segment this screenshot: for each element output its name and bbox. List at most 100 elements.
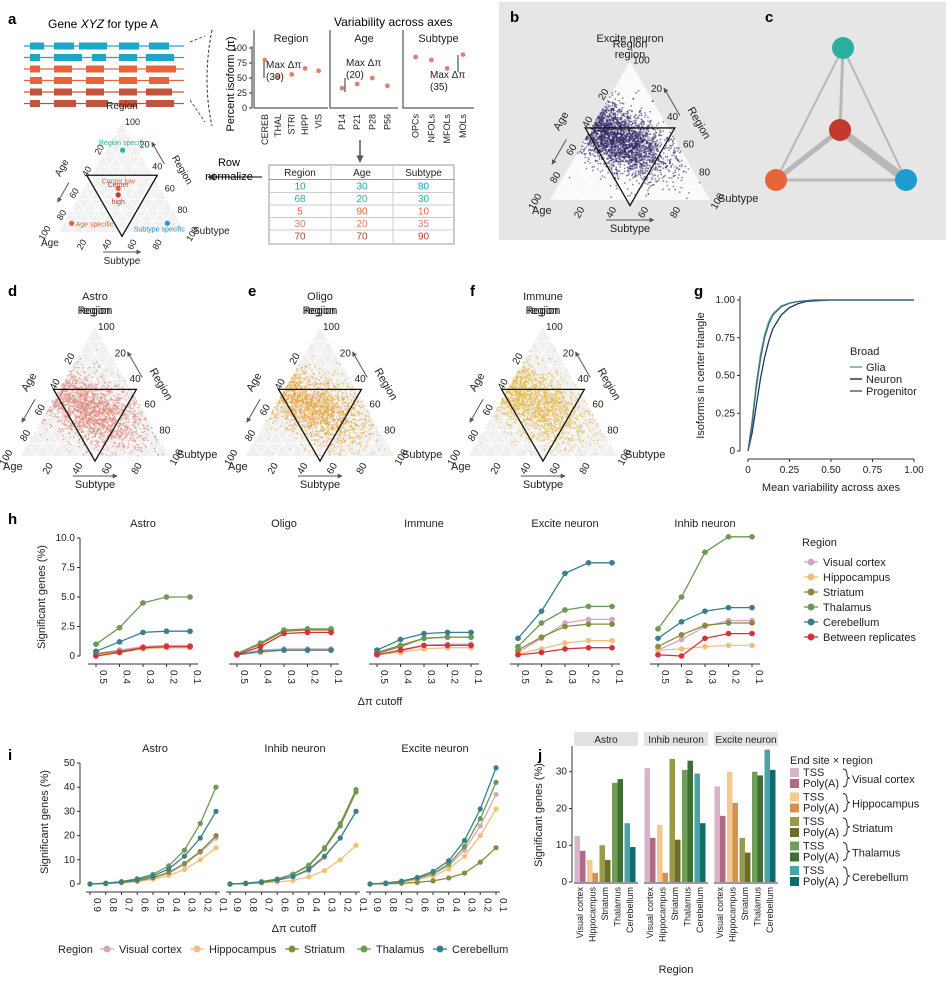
- ternary-point: [73, 436, 75, 438]
- schematic-label: high: [112, 199, 125, 206]
- ternary-point: [89, 425, 92, 428]
- panel-label-a: a: [8, 11, 17, 28]
- ternary-axis-subtype: Subtype: [610, 223, 650, 235]
- ternary-point: [88, 408, 91, 410]
- ternary-point: [611, 94, 614, 97]
- ternary-point: [659, 160, 662, 163]
- ternary-point: [110, 436, 113, 439]
- ternary-point: [643, 122, 646, 125]
- ternary-point: [662, 120, 665, 123]
- ternary-point: [134, 426, 137, 429]
- schematic-point: [164, 220, 170, 226]
- ternary-point: [130, 431, 133, 434]
- group-tick-label: P28: [367, 114, 377, 130]
- isoform-exon: [54, 42, 74, 50]
- ternary-point: [631, 173, 634, 176]
- ternary-point: [650, 156, 653, 159]
- ternary-point: [632, 154, 635, 156]
- schematic-label: Subtype specific: [134, 226, 185, 233]
- ternary-point: [585, 136, 588, 138]
- ternary-point: [132, 416, 135, 418]
- ternary-point: [643, 145, 645, 148]
- ternary-point: [90, 390, 93, 393]
- ternary-point: [101, 453, 103, 456]
- ternary-point: [584, 161, 586, 164]
- ternary-point: [635, 165, 638, 168]
- panel-label-c: c: [765, 9, 773, 26]
- ternary-tick-subtype: 40: [70, 461, 85, 477]
- network-node: [765, 169, 787, 191]
- ternary-point: [620, 121, 622, 124]
- ternary-point: [674, 171, 676, 174]
- ternary-point: [368, 415, 370, 418]
- ternary-point: [595, 159, 597, 162]
- ternary-point: [626, 147, 629, 149]
- ternary-point: [655, 131, 657, 134]
- ternary-point: [612, 135, 615, 138]
- ternary-point: [295, 437, 297, 440]
- ternary-point: [647, 124, 649, 127]
- ternary-center-triangle: [85, 174, 159, 238]
- ternary-point: [65, 399, 68, 401]
- ternary-point: [680, 186, 683, 189]
- ternary-point: [133, 418, 136, 420]
- ternary-title: Astro: [82, 291, 108, 303]
- ternary-point: [99, 433, 102, 436]
- ternary-point: [607, 171, 609, 174]
- isoform-exon: [119, 88, 137, 96]
- ternary-point: [122, 414, 125, 417]
- ternary-point: [600, 125, 603, 127]
- ternary-arrow-region: [151, 141, 165, 165]
- ternary-point: [634, 158, 637, 161]
- ternary-point: [68, 394, 70, 397]
- ternary-point: [96, 445, 99, 448]
- ternary-point: [621, 139, 624, 142]
- ternary-point: [113, 395, 116, 397]
- ternary-point: [638, 110, 641, 113]
- ternary-point: [644, 182, 647, 185]
- ternary-point: [620, 116, 623, 119]
- ternary-point: [92, 393, 94, 395]
- ternary-point: [601, 137, 603, 140]
- ternary-point: [71, 399, 74, 402]
- ternary-point: [100, 425, 102, 427]
- ternary-point: [110, 397, 112, 399]
- ternary-point: [633, 165, 635, 168]
- group-frame: [253, 30, 328, 109]
- panel-label-e: e: [248, 283, 256, 300]
- ternary-point: [585, 138, 588, 141]
- ternary-point: [579, 150, 582, 153]
- ternary-point: [103, 385, 106, 388]
- ternary-point: [612, 154, 615, 157]
- ternary-point: [628, 172, 631, 175]
- ternary-point: [79, 357, 82, 360]
- ternary-point: [633, 119, 635, 122]
- ternary-point: [82, 421, 85, 423]
- ternary-point: [50, 409, 52, 412]
- ternary-point: [93, 410, 96, 413]
- ternary-point: [624, 149, 627, 152]
- ternary-point: [638, 152, 641, 155]
- ternary-point: [625, 140, 627, 143]
- ternary-point: [637, 138, 640, 140]
- ternary-point: [316, 377, 318, 380]
- ternary-point: [97, 404, 99, 406]
- ternary-point: [339, 450, 342, 453]
- ternary-point: [649, 181, 652, 184]
- ternary-point: [51, 412, 53, 414]
- isoform-exon: [146, 88, 172, 96]
- ternary-point: [107, 410, 110, 413]
- ternary-point: [631, 168, 634, 171]
- ternary-point: [81, 430, 84, 432]
- ternary-point: [636, 131, 638, 133]
- table-cell: 30: [418, 194, 430, 205]
- ternary-point: [118, 402, 121, 404]
- ternary-point: [105, 390, 108, 393]
- ternary-point: [645, 114, 647, 116]
- schematic-label: Center: [108, 182, 130, 189]
- ternary-point: [638, 147, 640, 150]
- ternary-point: [107, 447, 109, 449]
- ternary-point: [116, 399, 119, 402]
- ternary-point: [605, 118, 608, 121]
- ternary-gridline: [64, 220, 72, 233]
